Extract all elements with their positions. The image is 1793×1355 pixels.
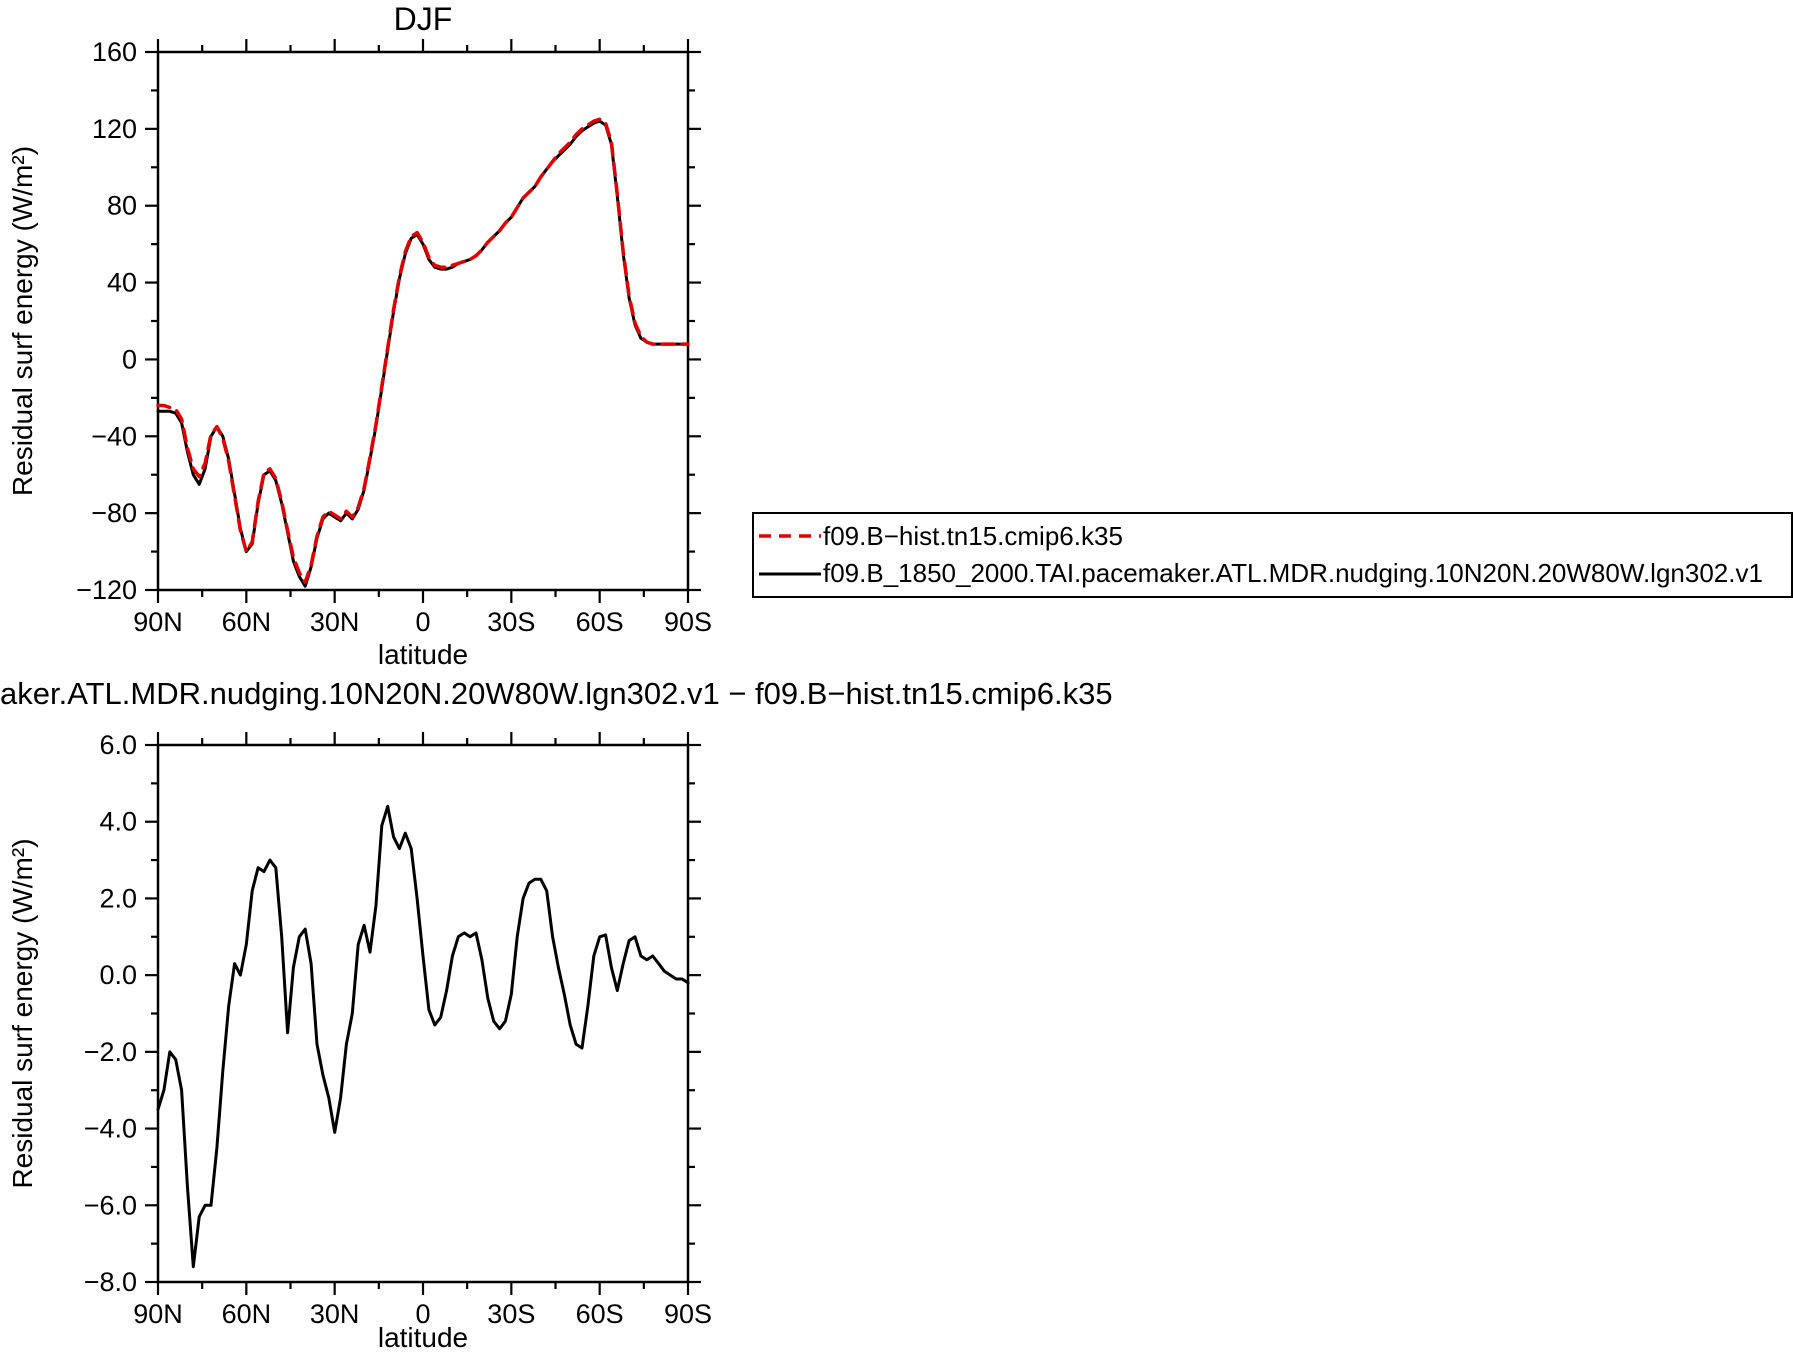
black-solid-line-swatch [759, 572, 821, 576]
data-series-0 [156, 119, 690, 588]
y-tick-label: 6.0 [99, 730, 137, 760]
data-series-1 [156, 117, 690, 585]
legend-label-pacemaker: f09.B_1850_2000.TAI.pacemaker.ATL.MDR.nu… [823, 558, 1763, 589]
x-tick-label: 30N [310, 1299, 360, 1329]
x-tick-label: 60S [576, 607, 624, 637]
y-tick-label: −40 [91, 421, 137, 451]
y-tick-label: 160 [92, 37, 137, 67]
x-tick-label: 90N [133, 607, 183, 637]
y-tick-label: 0.0 [99, 960, 137, 990]
x-axis-label: latitude [378, 639, 468, 670]
y-tick-label: 2.0 [99, 883, 137, 913]
y-tick-label: 0 [122, 344, 137, 374]
y-tick-label: 120 [92, 114, 137, 144]
y-tick-label: −80 [91, 498, 137, 528]
data-series-0 [156, 804, 690, 1269]
y-tick-label: −4.0 [84, 1114, 137, 1144]
x-tick-label: 60S [576, 1299, 624, 1329]
difference-chart-title: aker.ATL.MDR.nudging.10N20N.20W80W.lgn30… [0, 676, 1113, 711]
y-axis-label: Residual surf energy (W/m²) [7, 146, 38, 496]
x-tick-label: 90S [664, 607, 712, 637]
y-tick-label: −2.0 [84, 1037, 137, 1067]
x-tick-label: 30S [487, 607, 535, 637]
difference-chart: 90N 60N 30N 0 30S 60S 90S 6.0 4.0 2.0 0.0 −2.0 −4.0 −… [7, 730, 712, 1353]
y-tick-label: 4.0 [99, 807, 137, 837]
chart-title: DJF [394, 1, 453, 37]
x-tick-label: 90S [664, 1299, 712, 1329]
x-axis-label: latitude [378, 1322, 468, 1353]
y-tick-label: −8.0 [84, 1267, 137, 1297]
x-tick-label: 60N [222, 607, 272, 637]
y-tick-label: −120 [76, 575, 137, 605]
djf-chart: 90N 60N 30N 0 30S 60S 90S 160 120 80 40 0 −40 −80 −120… [7, 1, 712, 670]
y-axis-label: Residual surf energy (W/m²) [7, 838, 38, 1188]
legend-item-pacemaker: f09.B_1850_2000.TAI.pacemaker.ATL.MDR.nu… [754, 558, 1791, 589]
x-tick-label: 0 [415, 1299, 430, 1329]
y-tick-label: −6.0 [84, 1190, 137, 1220]
x-tick-label: 60N [222, 1299, 272, 1329]
x-tick-label: 90N [133, 1299, 183, 1329]
x-tick-label: 30N [310, 607, 360, 637]
red-dashed-line-swatch [759, 534, 821, 538]
y-tick-label: 80 [107, 191, 137, 221]
x-tick-label: 30S [487, 1299, 535, 1329]
x-tick-label: 0 [415, 607, 430, 637]
axes-box [156, 743, 690, 1284]
legend: f09.B−hist.tn15.cmip6.k35 f09.B_1850_200… [752, 512, 1793, 598]
legend-label-hist: f09.B−hist.tn15.cmip6.k35 [823, 520, 1123, 551]
legend-item-hist: f09.B−hist.tn15.cmip6.k35 [754, 521, 1791, 552]
y-tick-label: 40 [107, 268, 137, 298]
